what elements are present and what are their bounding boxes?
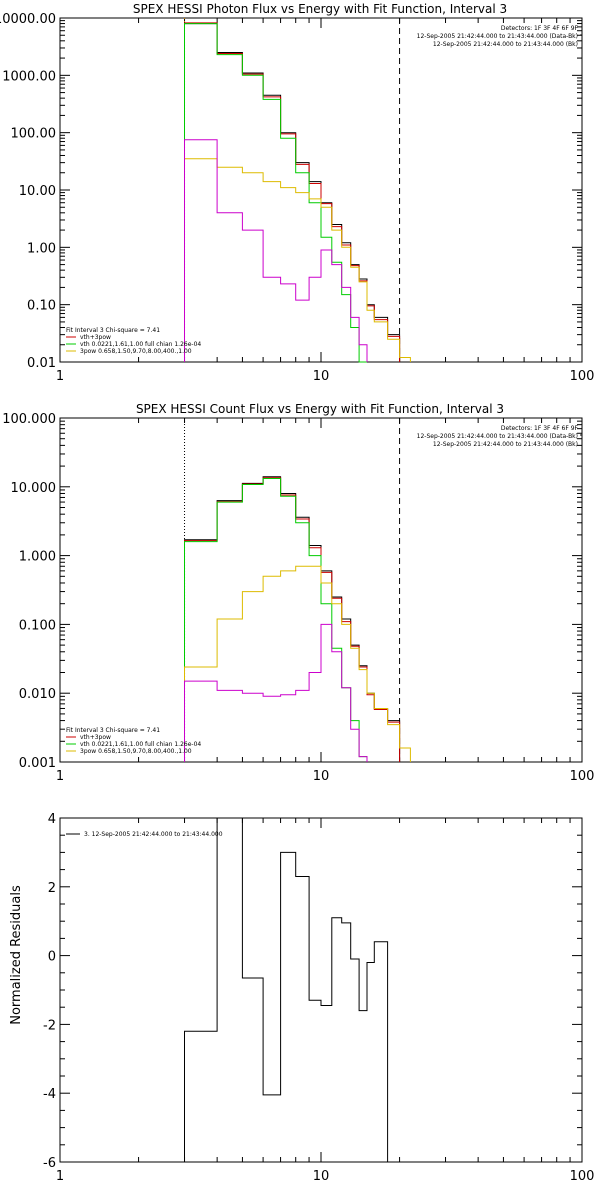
x-tick-label: 100 (570, 769, 595, 784)
x-tick-label: 1 (56, 1169, 64, 1184)
series-line (184, 565, 411, 762)
legend-label: 3pow 0.658,1.50,9.70,8.00,400.,1.00 (80, 348, 192, 355)
series-line (184, 23, 367, 363)
header-line: 12-Sep-2005 21:42:44.000 to 21:43:44.000… (417, 433, 578, 440)
legend-label: vth+3pow (80, 734, 111, 741)
legend-label: 3pow 0.658,1.50,9.70,8.00,400.,1.00 (80, 748, 192, 755)
y-tick-label: 0 (48, 950, 56, 965)
y-tick-label: -2 (43, 1018, 56, 1033)
y-tick-label: 0.100 (19, 618, 56, 633)
header-line: 12-Sep-2005 21:42:44.000 to 21:43:44.000… (433, 41, 578, 48)
chart-title: SPEX HESSI Count Flux vs Energy with Fit… (136, 402, 504, 416)
header-line: Detectors: 1F 3F 4F 6F 9F (501, 425, 579, 432)
header-line: 12-Sep-2005 21:42:44.000 to 21:43:44.000… (417, 33, 578, 40)
y-tick-label: 100.000 (2, 412, 56, 427)
series-line (184, 158, 411, 362)
y-tick-label: 4 (48, 812, 56, 827)
legend-label: vth 0.0221,1.61,1.00 full chian 1.26e-04 (80, 341, 201, 348)
y-tick-label: 10.00 (19, 184, 56, 199)
x-tick-label: 10 (313, 369, 330, 384)
y-tick-label: -6 (43, 1156, 56, 1171)
legend-label: vth 0.0221,1.61,1.00 full chian 1.26e-04 (80, 741, 201, 748)
y-tick-label: 10000.00 (0, 12, 56, 27)
panel-photon-flux: SPEX HESSI Photon Flux vs Energy with Fi… (0, 2, 594, 384)
series-line (184, 22, 401, 362)
y-tick-label: 0.10 (27, 299, 56, 314)
header-line: 12-Sep-2005 21:42:44.000 to 21:43:44.000… (433, 441, 578, 448)
y-tick-label: 0.01 (27, 356, 56, 371)
series-line (184, 817, 400, 1163)
y-tick-label: 1.00 (27, 241, 56, 256)
legend-label: vth+3pow (80, 334, 111, 341)
x-tick-label: 10 (313, 1169, 330, 1184)
chart-title: SPEX HESSI Photon Flux vs Energy with Fi… (133, 2, 507, 16)
y-tick-label: 0.010 (19, 687, 56, 702)
series-line (184, 139, 368, 362)
panel-count-flux: SPEX HESSI Count Flux vs Energy with Fit… (2, 402, 594, 784)
y-axis-label: Normalized Residuals (9, 885, 24, 1025)
x-tick-label: 100 (570, 369, 595, 384)
y-tick-label: 10.000 (11, 481, 57, 496)
x-tick-label: 100 (570, 1169, 595, 1184)
series-line (184, 23, 401, 362)
header-line: Detectors: 1F 3F 4F 6F 9F (501, 25, 579, 32)
y-tick-label: 2 (48, 881, 56, 896)
panel-residuals: Normalized Residuals 1 10 100 4 2 0 -2 -4 -6 3. 1… (9, 812, 594, 1184)
y-tick-label: 0.001 (19, 756, 56, 771)
x-tick-label: 10 (313, 769, 330, 784)
series-line (184, 623, 368, 762)
plot-frame (59, 817, 583, 1163)
series-line (184, 478, 368, 762)
legend-title: Fit Interval 3 Chi-square = 7.41 (66, 327, 160, 334)
y-tick-label: 1000.00 (2, 69, 56, 84)
y-tick-label: 1.000 (19, 550, 56, 565)
y-tick-label: -4 (43, 1087, 56, 1102)
y-tick-label: 100.00 (11, 127, 57, 142)
legend-label: 3. 12-Sep-2005 21:42:44.000 to 21:43:44.… (84, 831, 223, 838)
x-tick-label: 1 (56, 369, 64, 384)
legend-title: Fit Interval 3 Chi-square = 7.41 (66, 727, 160, 734)
x-tick-label: 1 (56, 769, 64, 784)
